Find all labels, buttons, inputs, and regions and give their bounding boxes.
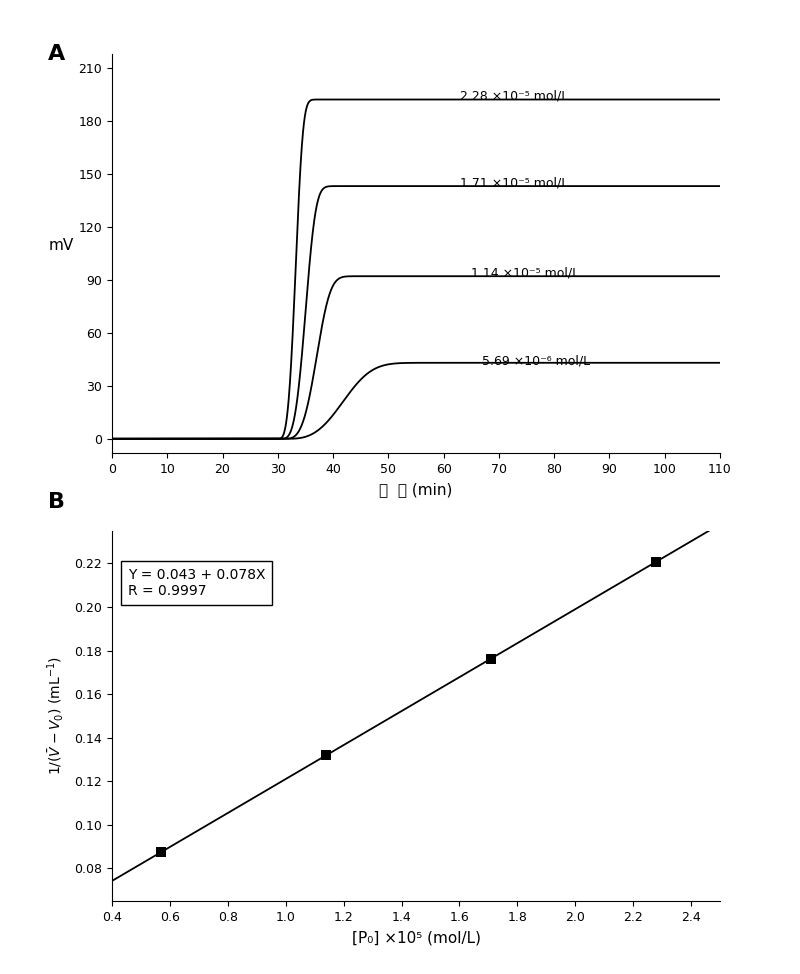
Text: 5.69 ×10⁻⁶ mol/L: 5.69 ×10⁻⁶ mol/L — [482, 355, 590, 367]
Text: 2.28 ×10⁻⁵ mol/L: 2.28 ×10⁻⁵ mol/L — [460, 90, 569, 102]
Text: B: B — [48, 492, 65, 512]
Point — [650, 554, 662, 570]
Text: Y = 0.043 + 0.078X
R = 0.9997: Y = 0.043 + 0.078X R = 0.9997 — [128, 568, 266, 598]
Y-axis label: $1/(\bar{V}-V_0)\ \mathrm{(mL^{-1})}$: $1/(\bar{V}-V_0)\ \mathrm{(mL^{-1})}$ — [45, 656, 66, 775]
Point — [154, 844, 167, 860]
Text: 1.71 ×10⁻⁵ mol/L: 1.71 ×10⁻⁵ mol/L — [460, 176, 569, 189]
Point — [320, 747, 333, 763]
Text: A: A — [48, 44, 66, 64]
Text: 1.14 ×10⁻⁵ mol/L: 1.14 ×10⁻⁵ mol/L — [471, 266, 579, 280]
Y-axis label: mV: mV — [49, 239, 74, 253]
X-axis label: 时  间 (min): 时 间 (min) — [379, 482, 453, 498]
X-axis label: [P₀] ×10⁵ (mol/L): [P₀] ×10⁵ (mol/L) — [351, 930, 481, 946]
Point — [485, 651, 498, 666]
